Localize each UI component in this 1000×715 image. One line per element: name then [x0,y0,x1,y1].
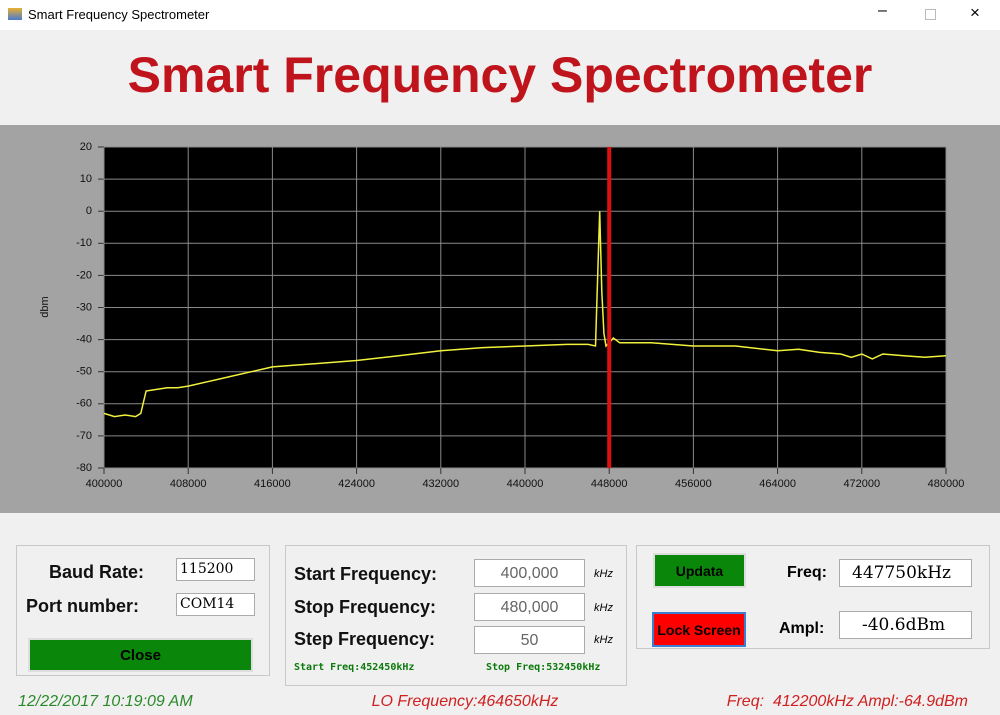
stop-label: Stop Frequency: [294,597,437,617]
x-tick-label: 464000 [759,478,796,490]
port-label: Port number: [26,596,140,616]
x-tick-label: 472000 [843,478,880,490]
start-input[interactable]: 400,000 [474,559,585,587]
frequency-group [285,545,627,686]
header-title: Smart Frequency Spectrometer [127,47,873,103]
status-datetime: 12/22/2017 10:19:09 AM [18,693,193,710]
x-tick-label: 408000 [170,478,207,490]
x-tick-label: 448000 [591,478,628,490]
x-tick-label: 440000 [507,478,544,490]
update-button[interactable]: Updata [653,553,746,588]
x-tick-label: 400000 [86,478,123,490]
title-bar [0,0,1000,30]
close-button[interactable]: Close [28,638,253,672]
x-tick-label: 432000 [422,478,459,490]
y-tick-label: -70 [76,430,92,442]
start-label: Start Frequency: [294,564,438,584]
unit: kHz [594,602,613,614]
y-tick-label: -80 [76,462,92,474]
port-select[interactable]: COM14 [176,593,255,616]
freq-label: Freq: [787,564,827,581]
y-tick-label: -30 [76,301,92,313]
stop-input[interactable]: 480,000 [474,593,585,621]
x-tick-label: 424000 [338,478,375,490]
baud-label: Baud Rate: [49,562,145,582]
y-tick-label: 20 [80,141,92,153]
y-tick-label: -10 [76,237,92,249]
step-input[interactable]: 50 [474,626,585,654]
stop-info: Stop Freq:532450kHz [486,662,601,673]
lock-button[interactable]: Lock Screen [652,612,746,647]
ampl-output: -40.6dBm [839,611,972,639]
serial-group [16,545,270,676]
y-axis-label: dbm [39,296,51,317]
unit: kHz [594,634,613,646]
step-label: Step Frequency: [294,629,436,649]
spectrum-line [103,211,947,418]
freq-output: 447750kHz [839,559,972,587]
readout-group [636,545,990,649]
y-tick-label: -20 [76,269,92,281]
ampl-label: Ampl: [779,620,825,637]
status-lo: LO Frequency:464650kHz [371,693,559,710]
y-tick-label: -60 [76,398,92,410]
unit: kHz [594,568,613,580]
start-info: Start Freq:452450kHz [294,662,415,673]
close-window[interactable]: × [970,3,980,22]
y-tick-label: 10 [80,173,92,185]
baud-select[interactable]: 115200 [176,558,255,581]
x-tick-label: 416000 [254,478,291,490]
chart: dbm -80 -70 -60 -50 -40 -30 -20 -10 0 10 20 400000 4… [0,125,1000,513]
app-icon [8,8,22,20]
x-tick-label: 456000 [675,478,712,490]
y-tick-label: -40 [76,334,92,346]
status-reading: Freq: 412200kHz Ampl:-64.9dBm [726,693,968,710]
y-tick-label: -50 [76,366,92,378]
minimize[interactable]: – [878,2,887,19]
y-tick-label: 0 [86,205,92,217]
x-tick-label: 480000 [928,478,965,490]
window-title: Smart Frequency Spectrometer [28,7,210,22]
maximize[interactable] [925,9,936,20]
